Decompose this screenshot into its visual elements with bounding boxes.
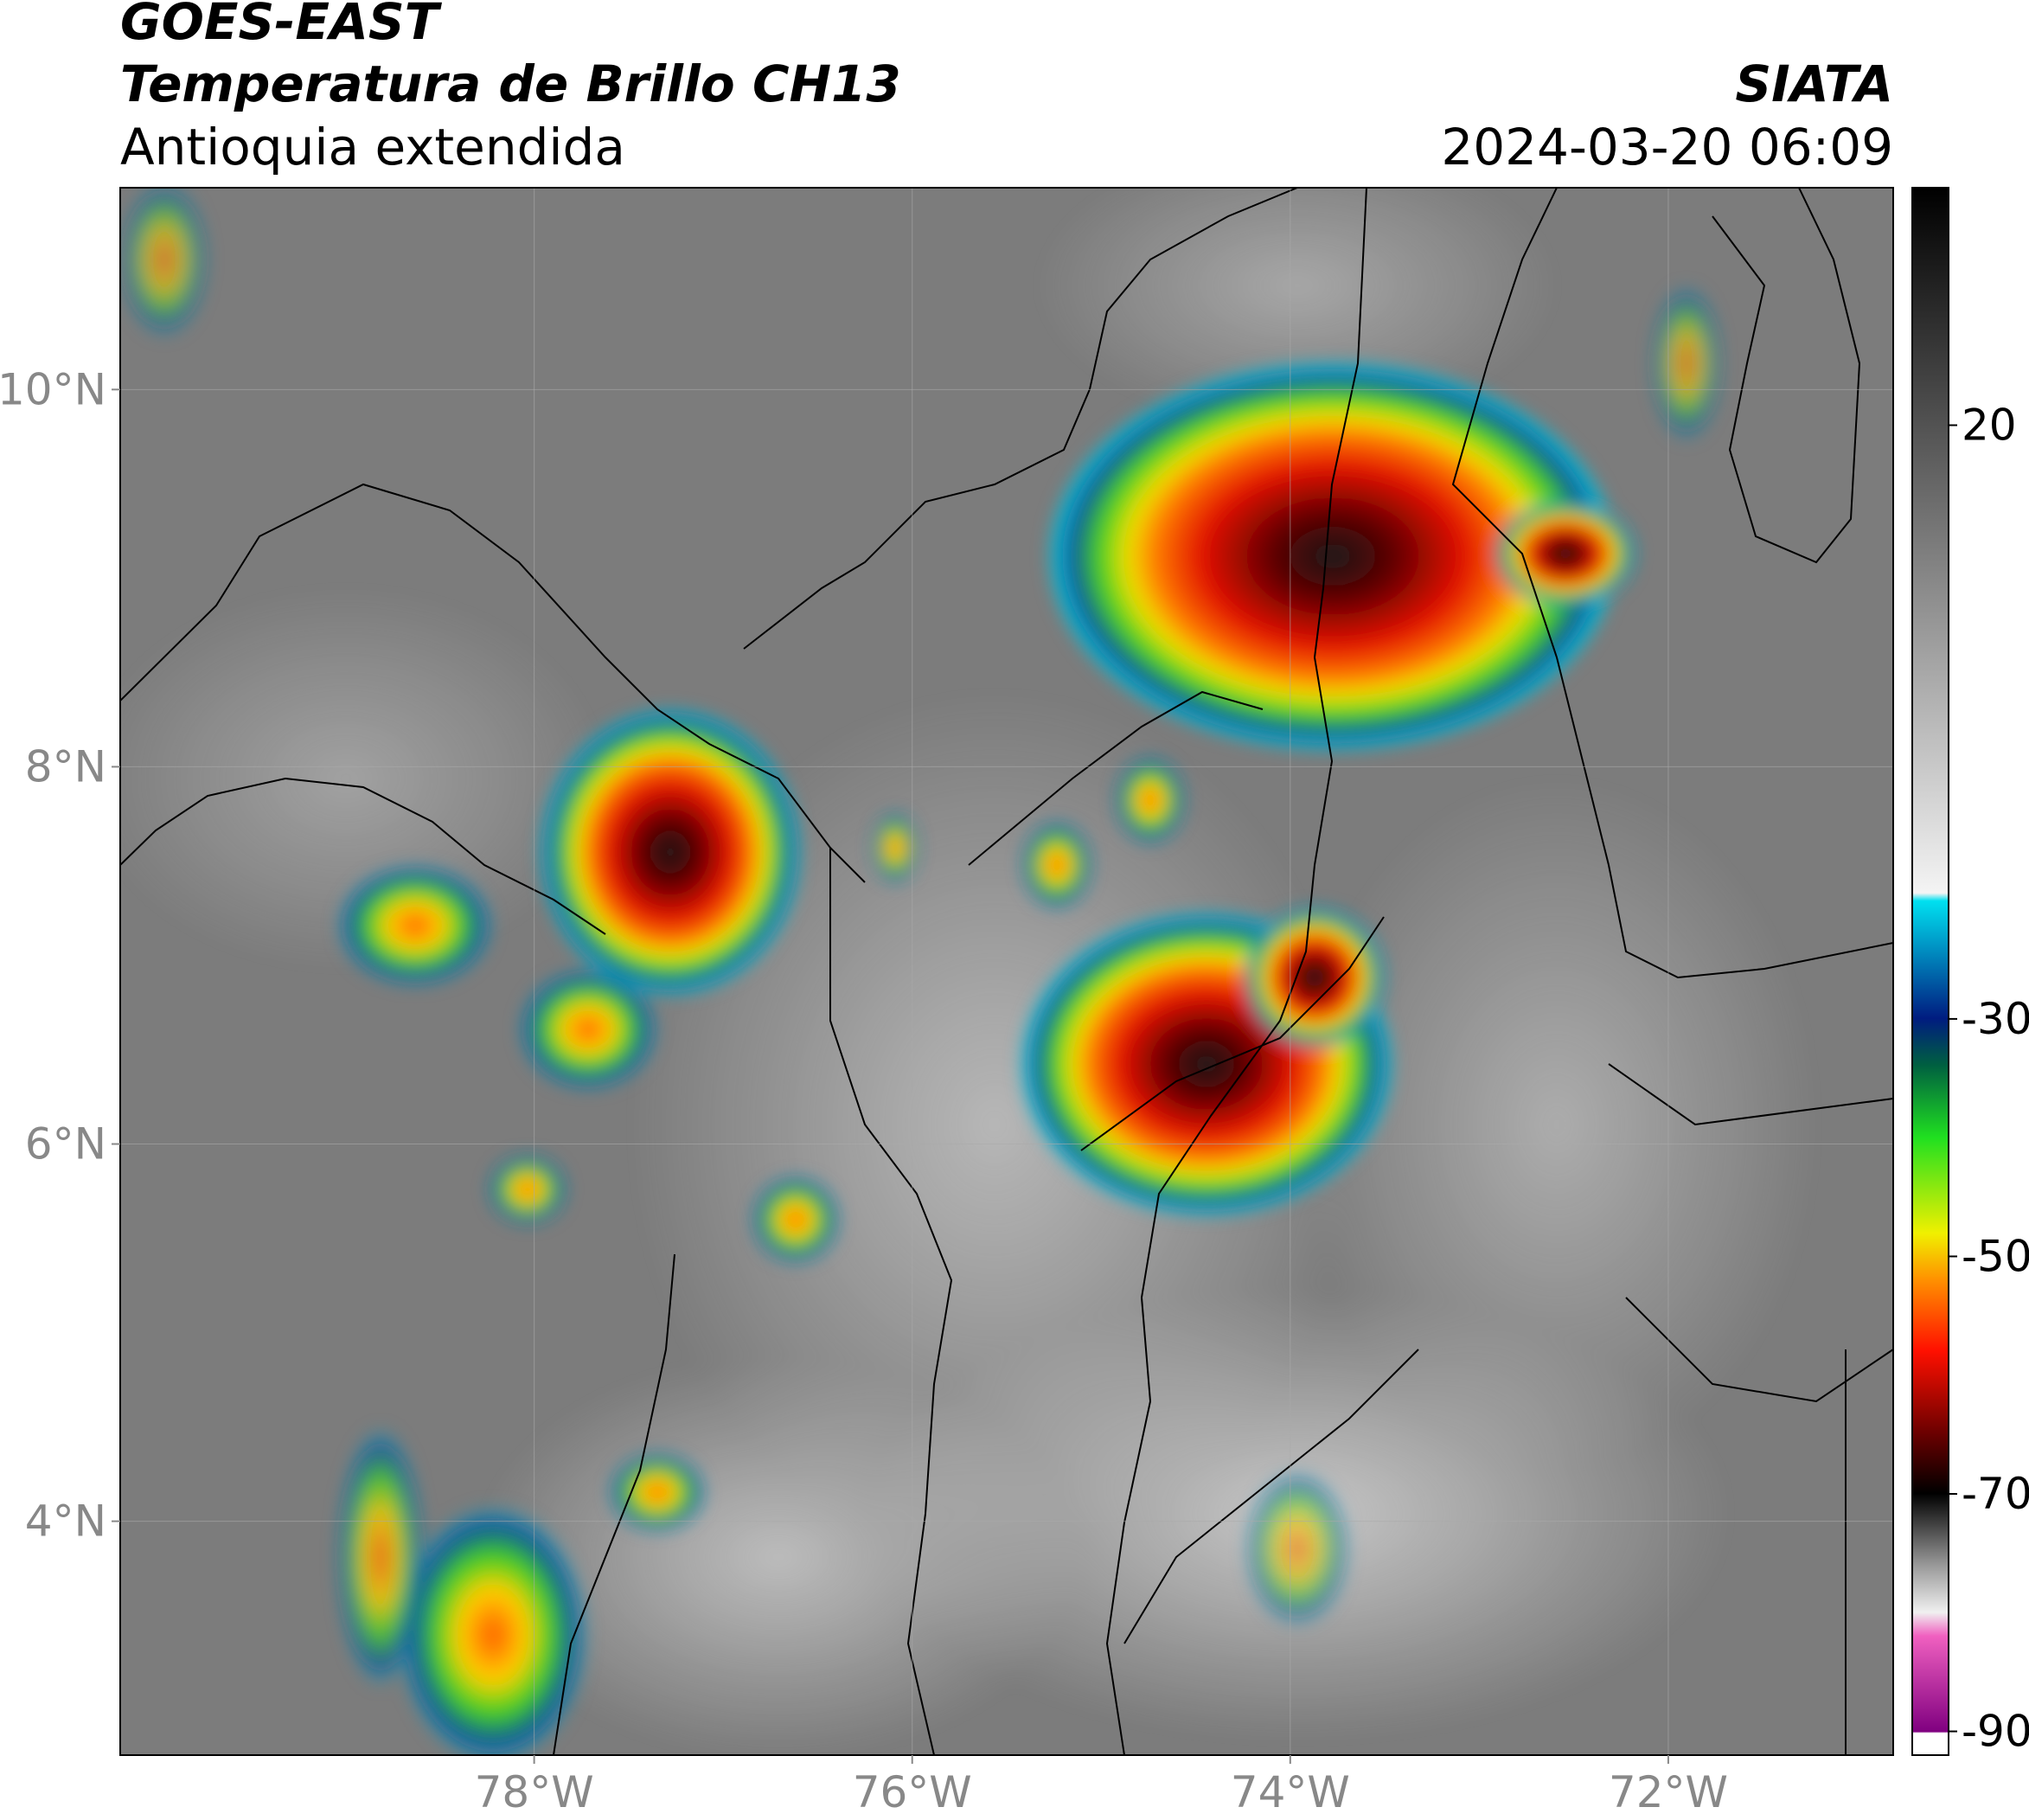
region: Antioquia extendida <box>120 118 625 176</box>
colorbar-label: -50 <box>1962 1231 2029 1281</box>
lon-label: 72°W <box>1609 1767 1728 1817</box>
colorbar-label: -30 <box>1962 994 2029 1044</box>
map-frame <box>119 187 1894 1756</box>
lon-label: 74°W <box>1231 1767 1350 1817</box>
borders <box>120 188 1893 1755</box>
source: SIATA <box>1735 54 1893 113</box>
map <box>120 188 1893 1755</box>
title: Temperatura de Brillo CH13 <box>120 54 901 113</box>
gridlines <box>120 188 1893 1755</box>
colorbar <box>1911 187 1949 1756</box>
lon-label: 78°W <box>475 1767 594 1817</box>
lon-label: 76°W <box>853 1767 972 1817</box>
clouds <box>120 188 1816 1755</box>
lat-label: 10°N <box>0 364 106 414</box>
lat-label: 6°N <box>25 1119 106 1170</box>
lat-label: 8°N <box>25 741 106 791</box>
lat-label: 4°N <box>25 1496 106 1547</box>
colorbar-label: -70 <box>1962 1469 2029 1519</box>
satellite: GOES-EAST <box>120 0 443 51</box>
colorbar-label: -90 <box>1962 1707 2029 1757</box>
storms <box>121 188 1721 1755</box>
datetime: 2024-03-20 06:09 <box>1441 118 1893 176</box>
colorbar-label: 20 <box>1962 401 2017 451</box>
